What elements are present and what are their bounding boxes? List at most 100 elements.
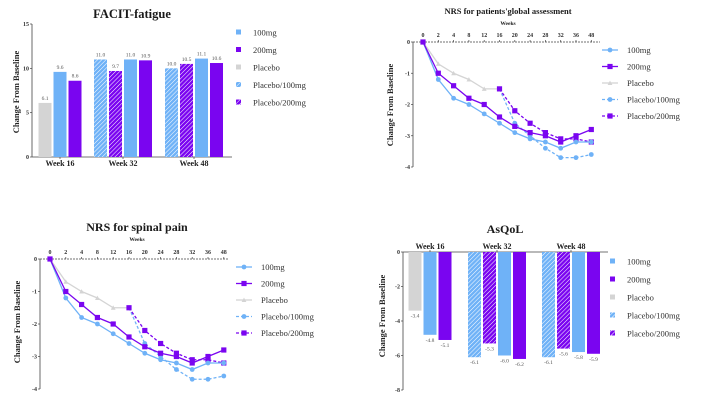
data-label: 8.6 [72,74,79,80]
data-point [126,334,132,340]
data-point [451,70,456,76]
data-point [435,77,441,82]
data-point [189,357,195,363]
x-tick-label: 48 [221,250,227,256]
legend-label-100mg: 100mg [627,45,651,55]
data-point [420,39,426,45]
legend-label-placebo-100mg: Placebo/100mg [627,311,681,321]
legend-label-100mg: 100mg [627,257,651,267]
data-point [543,145,548,151]
legend-swatch-placebo-200mg [610,330,615,336]
legend-item-200mg: 200mg [602,62,651,72]
legend-swatch-placebo-100mg [610,312,615,318]
nrs-global-assessment-chart: NRS for patients'global assessment Weeks… [385,6,681,171]
legend-item-placebo-100mg: Placebo/100mg [602,95,681,105]
x-tick-label: 32 [189,250,195,256]
legend-item-placebo: Placebo [602,78,654,88]
bar-200mg [210,63,223,157]
x-tick-label: 24 [527,33,533,39]
legend-item-200mg: 200mg [236,279,285,289]
x-tick-label: 2 [437,33,440,39]
x-tick-label: 4 [80,250,83,256]
data-point [558,139,564,145]
data-point [110,305,116,310]
y-tick-label: 0 [397,250,400,256]
legend-marker-100mg [241,264,247,270]
legend-marker-placebo-200mg [607,113,613,119]
chart-title: NRS for spinal pain [86,220,188,234]
category-label: Week 16 [45,159,74,168]
data-point [512,108,518,114]
bar-placebo [408,252,422,311]
data-label: 11.1 [197,52,207,58]
data-point [435,70,441,76]
data-label: -6.1 [544,360,553,366]
legend-item-placebo: Placebo [610,293,654,303]
series-line-placebo [49,258,129,309]
bar-placebo-200mg [109,70,122,157]
data-point [558,155,564,161]
data-label: 10.9 [141,53,151,59]
y-tick-label: 5 [26,111,29,117]
bar-200mg [68,80,82,157]
legend-swatch-placebo [236,64,241,70]
data-label: 11.0 [126,52,136,58]
y-axis-label: Change From Baseline [11,51,21,134]
data-point [497,120,502,126]
legend-item-placebo: Placebo [236,295,288,305]
data-point [63,279,69,284]
data-label: 9.6 [57,65,64,71]
bar-placebo-100mg [94,59,107,157]
data-point [205,357,211,363]
data-point [63,288,69,295]
series-200mg [420,39,594,145]
x-tick-label: 12 [110,250,116,256]
data-label: 10.5 [182,57,192,63]
data-label: -5.8 [574,355,583,361]
legend-item-200mg: 200mg [610,275,651,285]
y-tick-label: -4 [405,165,410,171]
legend-marker-placebo [607,80,613,85]
x-axis-label: Weeks [500,21,515,27]
data-point [512,130,518,136]
data-point [94,314,100,321]
data-point [110,321,116,327]
data-point [158,350,164,356]
legend-item-placebo-200mg: Placebo/200mg [236,328,315,338]
y-tick-label: -2 [395,285,400,291]
x-axis-label: Weeks [129,237,144,243]
bar-200mg [139,60,152,157]
y-tick-label: 10 [23,66,29,72]
data-point [496,86,503,92]
legend-label-placebo-200mg: Placebo/200mg [627,111,681,121]
y-tick-label: -2 [32,322,37,328]
data-point [573,136,579,142]
data-point [63,295,69,301]
data-point [466,77,472,82]
x-tick-label: 36 [573,33,579,39]
data-point [173,350,179,356]
legend-label-placebo-200mg: Placebo/200mg [627,329,681,339]
legend-label-placebo: Placebo [627,78,654,88]
data-point [95,295,100,300]
data-label: 10.6 [212,56,222,62]
x-tick-label: 8 [96,250,99,256]
legend-marker-placebo-100mg [607,97,613,102]
legend-item-placebo-100mg: Placebo/100mg [610,311,681,321]
data-point [435,61,441,66]
bar-placebo-100mg [468,252,481,358]
legend-item-100mg: 100mg [236,28,277,38]
x-tick-label: 12 [481,33,487,39]
y-tick-label: -1 [405,71,410,77]
data-point [481,86,487,91]
y-tick-label: -3 [32,355,37,361]
y-tick-label: 0 [26,155,29,161]
legend-label-placebo-100mg: Placebo/100mg [253,80,307,90]
legend-swatch-200mg [610,276,615,282]
legend-swatch-200mg [236,47,241,52]
data-point [174,360,179,366]
series-placebo-100mg [497,86,594,161]
data-point [205,376,211,382]
legend-swatch-placebo-100mg [236,82,241,87]
